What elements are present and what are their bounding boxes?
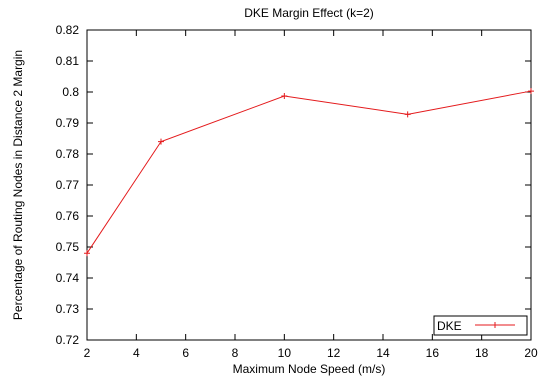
plot-frame bbox=[86, 29, 532, 341]
x-tick-label: 2 bbox=[84, 346, 91, 360]
y-axis-ticks: 0.72 0.73 0.74 0.75 0.76 0.77 0.78 0.79 0.8 0.81 0… bbox=[56, 23, 531, 347]
x-tick-label: 10 bbox=[278, 346, 292, 360]
series-line-dke bbox=[86, 90, 532, 254]
x-tick-label: 6 bbox=[182, 346, 189, 360]
chart-title: DKE Margin Effect (k=2) bbox=[244, 6, 374, 20]
y-tick-label: 0.78 bbox=[56, 147, 80, 161]
legend-marker-dke bbox=[492, 322, 498, 328]
data-point bbox=[404, 111, 411, 118]
x-tick-label: 16 bbox=[426, 346, 440, 360]
x-axis-ticks: 2 4 6 8 10 12 14 16 18 20 bbox=[84, 30, 538, 360]
x-tick-label: 14 bbox=[376, 346, 390, 360]
series-layer bbox=[84, 88, 534, 257]
y-tick-label: 0.74 bbox=[56, 271, 80, 285]
legend: DKE bbox=[433, 315, 528, 336]
x-tick-label: 20 bbox=[524, 346, 538, 360]
x-tick-label: 18 bbox=[475, 346, 489, 360]
data-point bbox=[528, 88, 534, 95]
y-tick-label: 0.77 bbox=[56, 178, 80, 192]
y-tick-label: 0.73 bbox=[56, 302, 80, 316]
y-tick-label: 0.8 bbox=[62, 85, 79, 99]
data-point bbox=[158, 138, 164, 145]
y-tick-label: 0.82 bbox=[56, 23, 80, 37]
x-tick-label: 8 bbox=[232, 346, 239, 360]
y-tick-label: 0.81 bbox=[56, 54, 80, 68]
y-tick-label: 0.75 bbox=[56, 240, 80, 254]
x-tick-label: 12 bbox=[327, 346, 341, 360]
x-tick-label: 4 bbox=[133, 346, 140, 360]
y-tick-label: 0.79 bbox=[56, 116, 80, 130]
data-point bbox=[281, 93, 288, 100]
y-tick-label: 0.72 bbox=[56, 333, 80, 347]
y-axis-title: Percentage of Routing Nodes in Distance … bbox=[11, 50, 25, 320]
legend-label-dke: DKE bbox=[437, 319, 462, 333]
y-tick-label: 0.76 bbox=[56, 209, 80, 223]
data-point bbox=[84, 250, 90, 257]
x-axis-title: Maximum Node Speed (m/s) bbox=[233, 362, 386, 376]
